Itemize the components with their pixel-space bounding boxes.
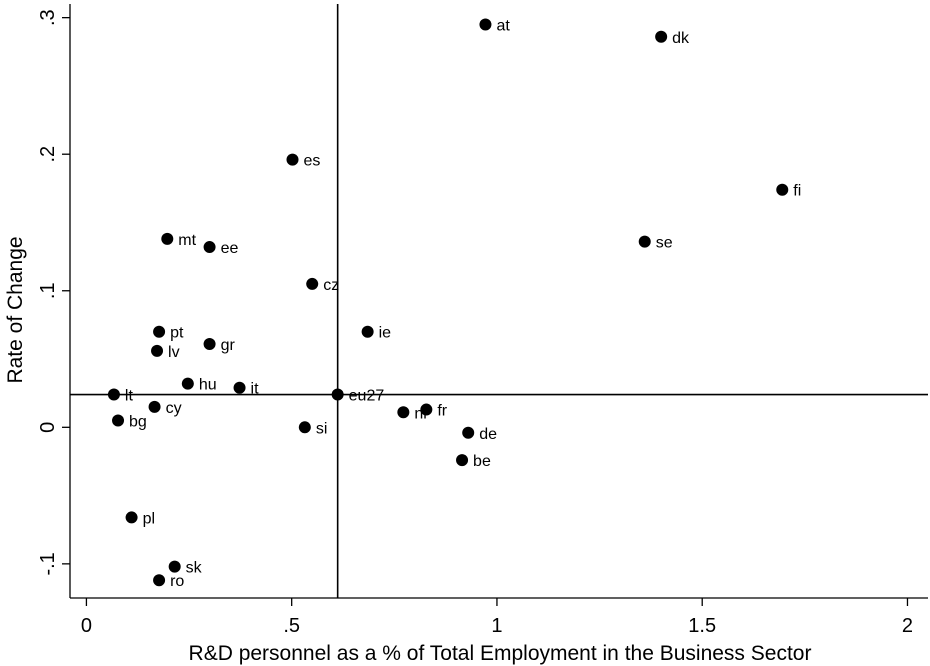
point-label-si: si xyxy=(316,420,328,437)
data-point-nl xyxy=(397,406,410,419)
data-point-es xyxy=(286,153,299,166)
point-label-eu27: eu27 xyxy=(349,388,385,405)
data-point-ee xyxy=(203,241,216,254)
point-label-lt: lt xyxy=(125,388,134,405)
y-tick-label: -.1 xyxy=(37,552,59,575)
data-point-cz xyxy=(306,277,319,290)
data-points xyxy=(107,18,789,587)
data-point-ro xyxy=(153,574,166,587)
point-label-ie: ie xyxy=(379,325,392,342)
point-label-nl: nl xyxy=(414,405,426,422)
data-point-bg xyxy=(112,414,125,427)
point-label-ee: ee xyxy=(221,240,239,257)
point-label-at: at xyxy=(496,17,510,34)
data-point-sk xyxy=(168,560,181,573)
data-point-eu27 xyxy=(331,388,344,401)
point-label-pl: pl xyxy=(143,510,155,527)
x-tick-label: .5 xyxy=(283,615,300,637)
point-label-cy: cy xyxy=(166,400,182,417)
data-point-ie xyxy=(361,325,374,338)
point-label-hu: hu xyxy=(199,377,217,394)
data-point-lt xyxy=(107,388,120,401)
data-point-it xyxy=(233,381,246,394)
point-labels: at dk fi es se mt ee cz pt ie gr lv hu it lt eu27 cy frnl… xyxy=(125,17,801,590)
data-point-pt xyxy=(153,325,166,338)
data-point-dk xyxy=(655,30,668,43)
point-label-gr: gr xyxy=(221,337,236,354)
point-label-es: es xyxy=(304,153,321,170)
data-point-gr xyxy=(203,338,216,351)
x-tick-label: 0 xyxy=(81,615,92,637)
y-tick-label: 0 xyxy=(37,422,59,433)
y-tick-label: .3 xyxy=(37,9,59,26)
point-label-dk: dk xyxy=(672,30,690,47)
data-point-be xyxy=(456,454,469,467)
point-label-be: be xyxy=(473,453,491,470)
point-label-bg: bg xyxy=(129,413,147,430)
point-label-sk: sk xyxy=(186,560,203,577)
y-tick-label: .2 xyxy=(37,146,59,163)
data-point-hu xyxy=(181,377,194,390)
axes: 0 .5 1 1.5 2 -.1 0 .1 .2 .3 xyxy=(37,4,928,637)
data-point-fr xyxy=(420,403,433,416)
point-label-fr: fr xyxy=(437,403,447,420)
x-tick-label: 1.5 xyxy=(688,615,716,637)
point-label-cz: cz xyxy=(323,277,339,294)
reference-lines xyxy=(70,4,928,598)
x-tick-label: 2 xyxy=(902,615,913,637)
data-point-se xyxy=(638,235,651,248)
point-label-de: de xyxy=(479,426,497,443)
y-tick-label: .1 xyxy=(37,282,59,299)
point-label-pt: pt xyxy=(170,325,184,342)
data-point-mt xyxy=(161,232,174,245)
data-point-cy xyxy=(148,400,161,413)
point-label-lv: lv xyxy=(168,344,180,361)
point-label-fi: fi xyxy=(793,183,801,200)
x-axis-title: R&D personnel as a % of Total Employment… xyxy=(189,642,812,665)
data-point-lv xyxy=(151,344,164,357)
data-point-de xyxy=(462,426,475,439)
data-point-si xyxy=(298,421,311,434)
point-label-it: it xyxy=(251,381,260,398)
point-label-mt: mt xyxy=(178,232,196,249)
point-label-ro: ro xyxy=(170,573,184,590)
data-point-fi xyxy=(776,183,789,196)
data-point-at xyxy=(479,18,492,31)
y-axis-title: Rate of Change xyxy=(4,236,27,383)
data-point-pl xyxy=(125,511,138,524)
x-tick-label: 1 xyxy=(491,615,502,637)
point-label-se: se xyxy=(656,235,673,252)
